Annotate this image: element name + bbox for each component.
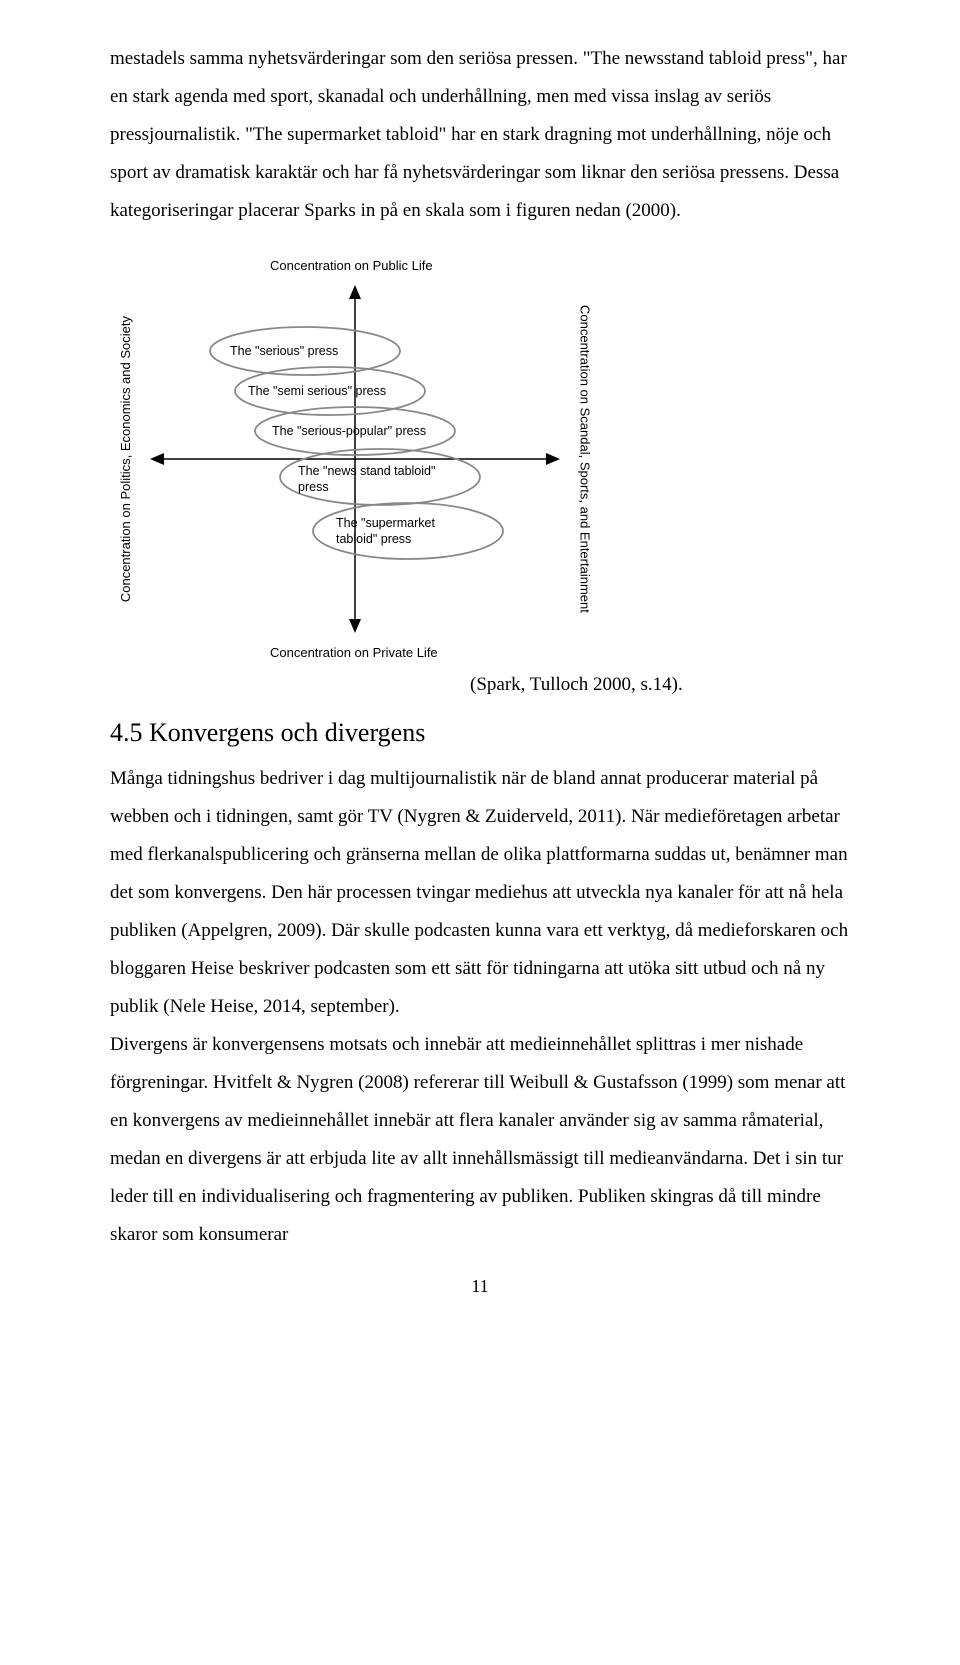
ellipse-label-2: The "semi serious" press — [248, 384, 386, 398]
ellipse-label-5a: The "supermarket — [336, 516, 435, 530]
ellipse-label-3: The "serious-popular" press — [272, 424, 426, 438]
diagram-citation: (Spark, Tulloch 2000, s.14). — [470, 674, 850, 696]
ellipse-label-4a: The "news stand tabloid" — [298, 464, 435, 478]
diagram-svg: The "serious" press The "semi serious" p… — [140, 279, 570, 639]
paragraph-1: mestadels samma nyhetsvärderingar som de… — [110, 40, 850, 230]
diagram-top-axis-label: Concentration on Public Life — [270, 258, 850, 273]
paragraph-3: Divergens är konvergensens motsats och i… — [110, 1026, 850, 1254]
ellipse-label-4b: press — [298, 480, 329, 494]
ellipse-label-1: The "serious" press — [230, 344, 338, 358]
paragraph-2: Många tidningshus bedriver i dag multijo… — [110, 760, 850, 1026]
section-heading: 4.5 Konvergens och divergens — [110, 718, 850, 748]
page-number: 11 — [110, 1276, 850, 1297]
ellipse-label-5b: tabloid" press — [336, 532, 411, 546]
document-page: mestadels samma nyhetsvärderingar som de… — [0, 0, 960, 1337]
diagram-bottom-axis-label: Concentration on Private Life — [270, 645, 850, 660]
press-taxonomy-diagram: Concentration on Public Life Concentrati… — [110, 258, 850, 660]
diagram-right-axis-label: Concentration on Scandal, Sports, and En… — [570, 279, 600, 639]
diagram-left-axis-label: Concentration on Politics, Economics and… — [110, 279, 140, 639]
